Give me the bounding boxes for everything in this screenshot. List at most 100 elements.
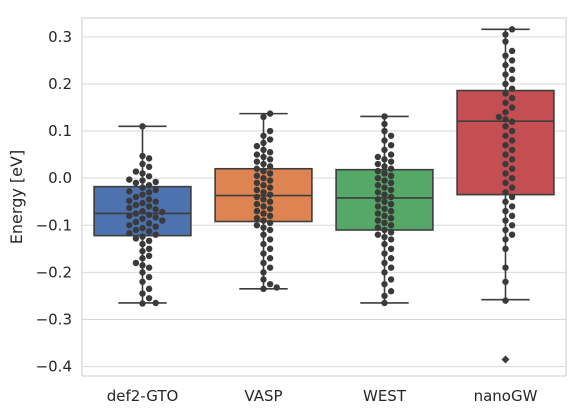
x-tick-label: VASP bbox=[244, 387, 282, 405]
swarm-point bbox=[266, 127, 274, 135]
swarm-point bbox=[508, 26, 516, 33]
swarm-point bbox=[374, 160, 382, 168]
swarm-point bbox=[387, 179, 395, 187]
swarm-point bbox=[139, 191, 146, 198]
swarm-point bbox=[152, 223, 159, 230]
swarm-point bbox=[502, 179, 509, 187]
swarm-point bbox=[508, 47, 516, 55]
swarm-point bbox=[260, 113, 267, 121]
swarm-point bbox=[387, 186, 395, 194]
swarm-point bbox=[374, 182, 382, 189]
swarm-point bbox=[381, 184, 388, 191]
swarm-point bbox=[381, 292, 388, 300]
swarm-point bbox=[152, 206, 159, 213]
swarm-point bbox=[508, 127, 516, 135]
swarm-point bbox=[502, 160, 509, 168]
swarm-point bbox=[508, 66, 516, 74]
swarm-point bbox=[132, 201, 140, 209]
swarm-point bbox=[381, 170, 388, 177]
swarm-point bbox=[266, 170, 274, 177]
swarm-point bbox=[139, 215, 146, 222]
swarm-point bbox=[260, 203, 267, 210]
swarm-point bbox=[387, 172, 395, 180]
swarm-point bbox=[374, 196, 382, 203]
swarm-point bbox=[266, 110, 274, 117]
swarm-point bbox=[139, 290, 146, 297]
swarm-point bbox=[508, 165, 516, 172]
swarm-point bbox=[145, 211, 153, 219]
swarm-point bbox=[387, 245, 395, 253]
swarm-point bbox=[381, 113, 388, 120]
swarm-point bbox=[508, 104, 516, 111]
swarm-point bbox=[502, 31, 509, 38]
swarm-point bbox=[253, 165, 261, 172]
swarm-point bbox=[381, 212, 388, 220]
swarm-point bbox=[260, 259, 267, 267]
swarm-point bbox=[387, 264, 395, 271]
swarm-point bbox=[266, 280, 274, 288]
swarm-point bbox=[387, 165, 395, 172]
swarm-point bbox=[145, 245, 153, 253]
swarm-point bbox=[126, 212, 133, 220]
swarm-point bbox=[253, 186, 261, 194]
swarm-point bbox=[260, 132, 267, 139]
swarm-point bbox=[266, 191, 274, 198]
swarm-point bbox=[508, 146, 516, 154]
swarm-point bbox=[139, 255, 146, 262]
swarm-point bbox=[381, 127, 388, 135]
swarm-point bbox=[374, 203, 382, 210]
swarm-point bbox=[145, 189, 153, 196]
swarm-point bbox=[266, 163, 274, 170]
swarm-point bbox=[381, 259, 388, 267]
swarm-point bbox=[508, 222, 516, 229]
swarm-point bbox=[139, 278, 146, 285]
swarm-point bbox=[508, 231, 516, 238]
swarm-point bbox=[387, 288, 395, 295]
swarm-point bbox=[139, 240, 146, 248]
swarm-point bbox=[266, 156, 274, 163]
swarm-point bbox=[502, 226, 509, 234]
y-axis-label: Energy [eV] bbox=[7, 150, 26, 244]
swarm-point bbox=[266, 212, 274, 220]
swarm-point bbox=[253, 151, 261, 158]
swarm-point bbox=[502, 132, 509, 139]
swarm-point bbox=[374, 189, 382, 196]
swarm-point bbox=[508, 193, 516, 201]
swarm-point bbox=[502, 109, 509, 116]
swarm-point bbox=[260, 210, 267, 217]
swarm-point bbox=[253, 142, 261, 150]
swarm-point bbox=[260, 217, 267, 224]
swarm-point bbox=[508, 94, 516, 102]
swarm-point bbox=[266, 184, 274, 191]
x-tick-labels: def2-GTO VASP WEST nanoGW bbox=[107, 387, 538, 405]
swarm-point bbox=[381, 137, 388, 144]
swarm-point bbox=[260, 276, 267, 283]
swarm-point bbox=[508, 137, 516, 144]
swarm-point bbox=[145, 285, 153, 293]
swarm-point bbox=[502, 90, 509, 97]
swarm-point bbox=[260, 146, 267, 154]
swarm-point bbox=[145, 252, 153, 260]
x-tick-label: WEST bbox=[363, 387, 407, 405]
swarm-point bbox=[139, 170, 146, 177]
swarm-point bbox=[260, 174, 267, 182]
swarm-point bbox=[126, 197, 133, 204]
swarm-point bbox=[502, 170, 509, 177]
swarm-point bbox=[266, 264, 274, 271]
swarm-point bbox=[253, 193, 261, 201]
swarm-point bbox=[266, 136, 274, 143]
swarm-point bbox=[266, 205, 274, 212]
swarm-point bbox=[502, 297, 509, 304]
swarm-point bbox=[387, 222, 395, 229]
swarm-point bbox=[145, 228, 153, 235]
swarm-point bbox=[508, 118, 516, 125]
swarm-point bbox=[502, 207, 509, 215]
swarm-point bbox=[273, 284, 280, 291]
swarm-point bbox=[502, 189, 509, 196]
swarm-point bbox=[387, 214, 395, 222]
swarm-point bbox=[145, 196, 153, 203]
swarm-point bbox=[152, 198, 159, 205]
swarm-point bbox=[132, 193, 140, 201]
